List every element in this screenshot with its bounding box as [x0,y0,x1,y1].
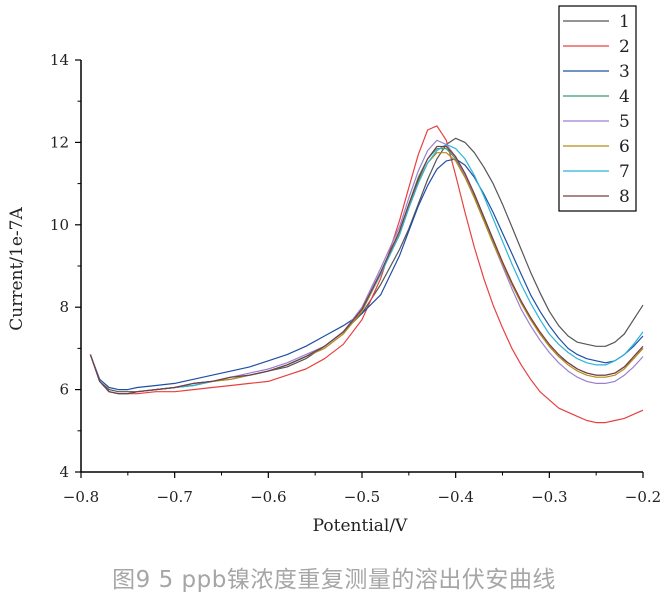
legend-box [558,5,637,212]
legend-label-7: 7 [619,162,630,182]
legend-label-4: 4 [619,87,630,107]
series-line-8 [89,145,644,395]
y-tick-label: 14 [50,51,69,69]
x-tick-label: −0.8 [63,488,99,506]
series-line-2 [89,125,644,424]
legend-label-1: 1 [619,12,630,32]
series-line-7 [89,143,644,395]
axes: −0.8 −0.7 −0.6 −0.5 −0.4 −0.3 −0.2 4 6 8 10 12 14 Pot… [7,51,661,536]
series-lines [89,125,644,424]
y-tick-label: 12 [50,133,69,151]
figure-caption: 图9 5 ppb镍浓度重复测量的溶出伏安曲线 [112,567,556,593]
legend-label-8: 8 [619,187,630,207]
y-tick-label: 6 [59,381,69,399]
x-tick-label: −0.5 [344,488,380,506]
x-tick-label: −0.6 [250,488,286,506]
x-tick-label: −0.4 [437,488,473,506]
y-axis-title: Current/1e-7A [7,207,27,331]
legend-label-2: 2 [619,37,630,57]
x-tick-label: −0.2 [625,488,661,506]
legend-label-3: 3 [619,62,630,82]
legend: 1 2 3 4 5 6 7 8 [558,5,637,212]
y-tick-label: 4 [59,463,69,481]
x-axis-title: Potential/V [313,516,408,536]
legend-label-5: 5 [619,112,630,132]
x-tick-label: −0.3 [531,488,567,506]
x-tick-label: −0.7 [156,488,192,506]
y-tick-label: 8 [59,298,69,316]
y-tick-label: 10 [50,216,69,234]
series-line-3 [89,158,644,391]
stripping-voltammetry-chart: −0.8 −0.7 −0.6 −0.5 −0.4 −0.3 −0.2468101214Pot… [7,5,661,536]
legend-label-6: 6 [619,137,630,157]
